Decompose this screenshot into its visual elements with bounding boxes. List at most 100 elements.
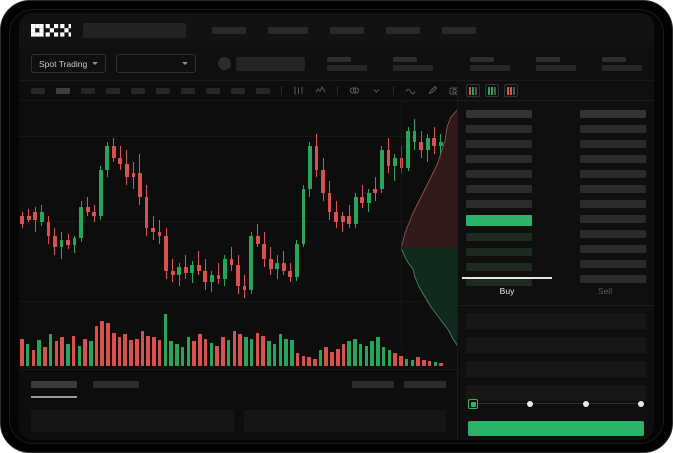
volume-bar bbox=[203, 338, 208, 366]
volume-bar bbox=[278, 334, 283, 366]
candlestick-type-icon[interactable] bbox=[293, 85, 304, 96]
orderbook-row[interactable] bbox=[466, 140, 532, 148]
candle bbox=[216, 263, 221, 285]
order-type-field[interactable] bbox=[466, 313, 646, 329]
orderbook-row[interactable] bbox=[466, 263, 532, 271]
volume-bar bbox=[186, 337, 191, 366]
volume-bar bbox=[353, 338, 357, 366]
indicators-icon[interactable] bbox=[315, 85, 326, 96]
volume-bar bbox=[376, 337, 380, 366]
nav-item-3[interactable] bbox=[330, 26, 364, 34]
chevron-down-icon bbox=[182, 62, 189, 65]
timeframe-6[interactable] bbox=[156, 87, 170, 94]
volume-bar bbox=[106, 322, 110, 366]
orderbook-row[interactable] bbox=[466, 155, 532, 163]
orderbook-row[interactable] bbox=[466, 170, 532, 178]
volume-bar bbox=[20, 338, 24, 366]
pair-name-label bbox=[236, 56, 306, 71]
timeframe-10[interactable] bbox=[256, 87, 270, 94]
volume-bar bbox=[422, 359, 426, 366]
orderbook-view-bids-icon[interactable] bbox=[485, 84, 499, 97]
orderbook-row[interactable] bbox=[580, 155, 646, 163]
volume-bar bbox=[387, 350, 392, 366]
price-chart-panel[interactable] bbox=[19, 101, 458, 370]
line-chart-icon[interactable] bbox=[405, 85, 416, 96]
timeframe-4[interactable] bbox=[106, 87, 120, 94]
nav-item-2[interactable] bbox=[268, 26, 308, 34]
stat-price bbox=[327, 56, 368, 71]
orderbook-row[interactable] bbox=[580, 200, 646, 208]
orderbook-row[interactable] bbox=[466, 248, 532, 256]
pair-select[interactable] bbox=[116, 54, 197, 73]
search-input[interactable] bbox=[83, 22, 186, 38]
candle bbox=[288, 263, 293, 283]
candle bbox=[118, 146, 123, 170]
orderbook-row[interactable] bbox=[580, 140, 646, 148]
submit-order-button[interactable] bbox=[468, 421, 644, 436]
candle bbox=[419, 130, 423, 158]
nav-item-5[interactable] bbox=[442, 26, 476, 34]
orderbook-row[interactable] bbox=[580, 185, 646, 193]
amount-field[interactable] bbox=[466, 361, 646, 377]
timeframe-8[interactable] bbox=[206, 87, 220, 94]
amount-stepper[interactable] bbox=[468, 397, 644, 411]
orderbook-row[interactable] bbox=[580, 230, 646, 238]
timeframe-1[interactable] bbox=[31, 87, 45, 94]
orderbook-row[interactable] bbox=[580, 260, 646, 268]
timeframe-9[interactable] bbox=[231, 87, 245, 94]
stepper-step-2[interactable] bbox=[527, 401, 534, 407]
candle bbox=[138, 153, 142, 205]
volume-bar bbox=[175, 344, 179, 366]
orderbook-row-highlighted[interactable] bbox=[466, 215, 532, 226]
timeframe-5[interactable] bbox=[131, 87, 145, 94]
pencil-icon[interactable] bbox=[427, 85, 438, 96]
orderbook-row[interactable] bbox=[580, 170, 646, 178]
chart-settings-chevron-icon[interactable] bbox=[371, 85, 382, 96]
tab-sell[interactable]: Sell bbox=[556, 277, 654, 305]
price-field[interactable] bbox=[466, 337, 646, 353]
orderbook-row[interactable] bbox=[580, 125, 646, 133]
nav-item-1[interactable] bbox=[212, 26, 246, 34]
orderbook-row[interactable] bbox=[466, 200, 532, 208]
timeframe-7[interactable] bbox=[181, 87, 195, 94]
orderbook-row[interactable] bbox=[466, 125, 532, 133]
orderbook-view-both-icon[interactable] bbox=[466, 84, 480, 97]
okx-logo[interactable] bbox=[31, 23, 71, 37]
volume-bar bbox=[152, 337, 156, 366]
volume-bar bbox=[37, 340, 41, 366]
orderbook-row[interactable] bbox=[466, 185, 532, 193]
table-row[interactable] bbox=[243, 410, 446, 432]
bottom-action-2[interactable] bbox=[404, 381, 446, 388]
orders-actions bbox=[352, 381, 446, 388]
stepper-step-3[interactable] bbox=[582, 401, 589, 407]
timeframe-2[interactable] bbox=[56, 87, 70, 94]
orderbook-row[interactable] bbox=[580, 215, 646, 223]
order-book[interactable] bbox=[458, 102, 654, 286]
bottom-action-1[interactable] bbox=[352, 381, 394, 388]
volume-bar bbox=[89, 341, 93, 366]
candle bbox=[157, 220, 162, 244]
candle bbox=[334, 200, 338, 228]
total-field[interactable] bbox=[466, 385, 646, 401]
orderbook-row[interactable] bbox=[466, 233, 532, 241]
tab-buy[interactable]: Buy bbox=[458, 277, 556, 305]
orderbook-row[interactable] bbox=[466, 278, 532, 286]
volume-bar bbox=[215, 345, 219, 366]
orderbook-row[interactable] bbox=[580, 275, 646, 283]
timeframe-3[interactable] bbox=[81, 87, 95, 94]
volume-bar bbox=[433, 362, 438, 366]
stepper-step-1[interactable] bbox=[468, 399, 478, 409]
bottom-tab-open-orders[interactable] bbox=[31, 381, 77, 388]
candle bbox=[39, 204, 44, 227]
orderbook-row[interactable] bbox=[580, 245, 646, 253]
bottom-tab-order-history[interactable] bbox=[93, 381, 139, 388]
market-type-label: Spot Trading bbox=[39, 58, 88, 69]
stepper-step-4[interactable] bbox=[637, 401, 644, 407]
candle bbox=[327, 181, 332, 221]
volume-bar bbox=[232, 331, 237, 366]
orderbook-view-asks-icon[interactable] bbox=[504, 84, 518, 97]
compare-icon[interactable] bbox=[349, 85, 360, 96]
table-row[interactable] bbox=[31, 410, 234, 432]
market-type-select[interactable]: Spot Trading bbox=[31, 54, 107, 73]
nav-item-4[interactable] bbox=[386, 26, 420, 34]
